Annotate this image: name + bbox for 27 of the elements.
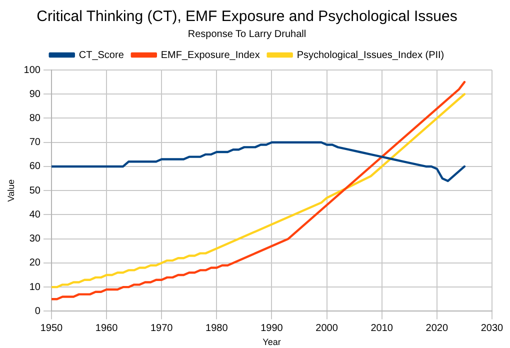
legend-label: Psychological_Issues_Index (PII) (296, 50, 444, 61)
y-tick-label: 80 (29, 112, 41, 124)
x-tick-label: 2030 (480, 322, 504, 334)
y-tick-label: 20 (29, 258, 41, 269)
legend-label: CT_Score (78, 50, 124, 61)
x-tick-label: 2000 (316, 322, 338, 334)
y-tick-label: 50 (29, 185, 41, 196)
chart-subtitle: Response To Larry Druhall (188, 28, 306, 40)
x-tick-label: 1990 (260, 322, 284, 334)
y-axis-title: Value (6, 179, 16, 202)
y-tick-label: 0 (34, 306, 41, 317)
y-tick-label: 60 (29, 161, 41, 172)
x-tick-label: 2010 (370, 322, 394, 334)
y-tick-label: 100 (24, 64, 41, 76)
x-axis-title: Year (262, 337, 281, 348)
x-tick-label: 2020 (426, 322, 448, 334)
y-tick-label: 10 (29, 282, 41, 293)
chart-title: Critical Thinking (CT), EMF Exposure and Psychological Issues (36, 8, 458, 26)
legend-label: EMF_Exposure_Index (160, 50, 260, 61)
y-tick-label: 90 (29, 88, 41, 100)
y-tick-label: 30 (29, 234, 41, 245)
x-tick-label: 1970 (150, 322, 174, 334)
y-tick-label: 70 (29, 137, 41, 148)
x-tick-label: 1980 (206, 322, 228, 334)
x-tick-label: 1950 (40, 322, 64, 334)
x-tick-label: 1960 (95, 322, 118, 334)
y-tick-label: 40 (29, 209, 41, 220)
